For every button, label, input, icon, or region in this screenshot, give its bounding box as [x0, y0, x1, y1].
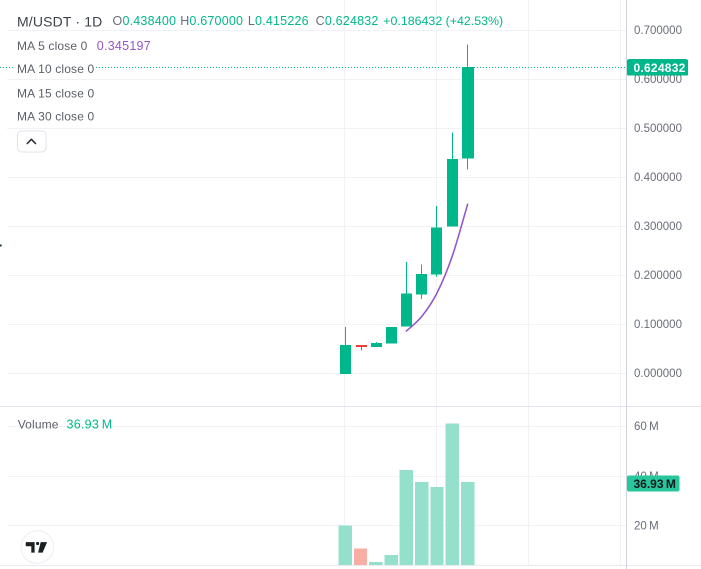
- svg-text:0.000000: 0.000000: [634, 368, 682, 380]
- svg-text:H0.670000: H0.670000: [180, 14, 243, 28]
- svg-text:MA 5 close 0: MA 5 close 0: [17, 39, 88, 53]
- svg-text:MA 10 close 0: MA 10 close 0: [17, 62, 95, 76]
- svg-text:O0.438400: O0.438400: [113, 14, 177, 28]
- svg-text:M/USDT · 1D: M/USDT · 1D: [17, 13, 102, 29]
- svg-text:0.624832: 0.624832: [634, 61, 686, 75]
- svg-text:MA 30 close 0: MA 30 close 0: [17, 109, 95, 123]
- svg-text:0.400000: 0.400000: [634, 172, 682, 184]
- svg-text:0.700000: 0.700000: [634, 25, 682, 37]
- svg-text:60 M: 60 M: [634, 421, 659, 433]
- svg-text:+0.186432 (+42.53%): +0.186432 (+42.53%): [383, 14, 503, 28]
- svg-text:C0.624832: C0.624832: [316, 14, 379, 28]
- svg-text:0.600000: 0.600000: [634, 74, 682, 86]
- svg-text:0.300000: 0.300000: [634, 221, 682, 233]
- svg-text:0.345197: 0.345197: [97, 39, 151, 53]
- svg-text:20 M: 20 M: [634, 520, 659, 532]
- svg-text:0.500000: 0.500000: [634, 123, 682, 135]
- svg-text:0.100000: 0.100000: [634, 319, 682, 331]
- svg-text:36.93 M: 36.93 M: [634, 477, 676, 491]
- svg-text:Volume: Volume: [18, 417, 59, 431]
- svg-text:36.93 M: 36.93 M: [67, 417, 113, 431]
- svg-text:MA 15 close 0: MA 15 close 0: [17, 86, 95, 100]
- svg-text:L0.415226: L0.415226: [248, 14, 309, 28]
- svg-text:0.200000: 0.200000: [634, 270, 682, 282]
